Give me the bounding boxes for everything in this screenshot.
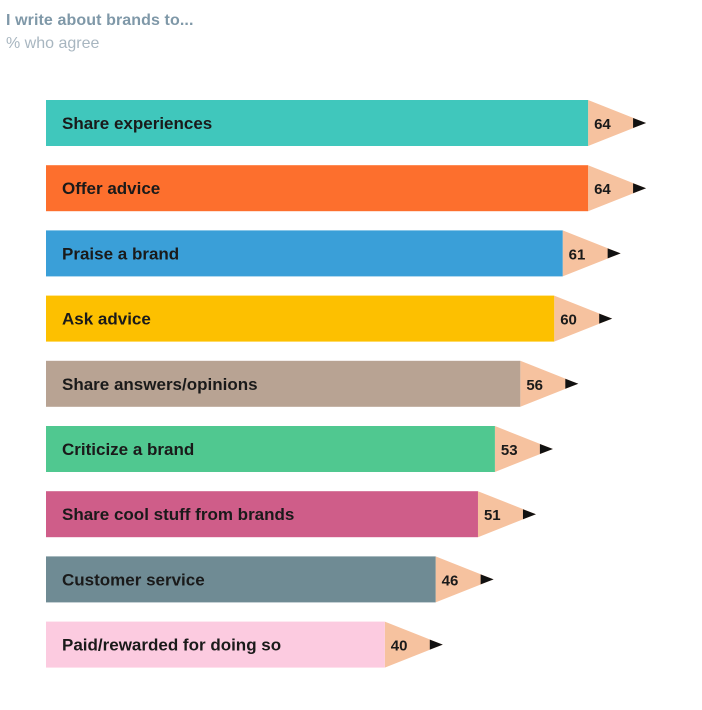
bar-group: Praise a brand 61	[46, 230, 621, 277]
value-label: 60	[560, 312, 577, 329]
value-label: 64	[594, 181, 611, 198]
value-label: 64	[594, 116, 611, 133]
category-label: Paid/rewarded for doing so	[62, 636, 281, 655]
bar-group: Paid/rewarded for doing so 40	[46, 621, 443, 668]
value-label: 51	[484, 507, 501, 524]
pencil-lead	[565, 378, 579, 389]
bar-group: Customer service 46	[46, 556, 494, 603]
pencil-tip	[384, 621, 443, 668]
pencil-tip	[588, 100, 647, 146]
bar-group: Share cool stuff from brands 51	[46, 491, 536, 538]
pencil-lead	[522, 509, 536, 520]
category-label: Share answers/opinions	[62, 375, 258, 394]
category-label: Share experiences	[62, 114, 212, 133]
bar	[46, 360, 521, 407]
pencil-lead	[607, 248, 621, 259]
pencil-lead	[633, 118, 647, 128]
pencil-lead	[633, 183, 647, 194]
chart-title: I write about brands to...	[6, 12, 194, 29]
pencil-tip	[435, 556, 494, 603]
category-label: Praise a brand	[62, 244, 179, 263]
bar	[46, 295, 555, 342]
pencil-lead	[539, 444, 553, 454]
pencil-tip	[520, 360, 579, 407]
chart-subtitle: % who agree	[6, 35, 100, 52]
category-label: Customer service	[62, 570, 205, 589]
pencil-lead	[480, 574, 494, 585]
bar-group: Share answers/opinions 56	[46, 360, 579, 407]
pencil-tip	[554, 295, 613, 342]
bar	[46, 556, 436, 603]
value-label: 56	[526, 377, 543, 394]
pencil-tip	[477, 491, 536, 538]
bar	[46, 100, 589, 146]
category-label: Criticize a brand	[62, 440, 194, 459]
pencil-tip	[588, 165, 647, 212]
value-label: 40	[391, 638, 408, 655]
bar	[46, 165, 589, 212]
bar-group: Offer advice 64	[46, 165, 647, 212]
category-label: Share cool stuff from brands	[62, 505, 294, 524]
bar	[46, 230, 563, 277]
pencil-lead	[429, 639, 443, 650]
bar	[46, 621, 385, 668]
value-label: 53	[501, 442, 518, 459]
pencil-tip	[494, 426, 553, 472]
value-label: 46	[442, 572, 459, 589]
bar-group: Share experiences 64	[46, 100, 647, 146]
pencil-tip	[562, 230, 621, 277]
value-label: 61	[569, 246, 586, 263]
category-label: Ask advice	[62, 310, 151, 329]
bar-group: Criticize a brand 53	[46, 426, 553, 472]
bar	[46, 491, 478, 538]
bar	[46, 426, 495, 472]
bar-group: Ask advice 60	[46, 295, 613, 342]
category-label: Offer advice	[62, 179, 160, 198]
pencil-lead	[599, 313, 613, 324]
